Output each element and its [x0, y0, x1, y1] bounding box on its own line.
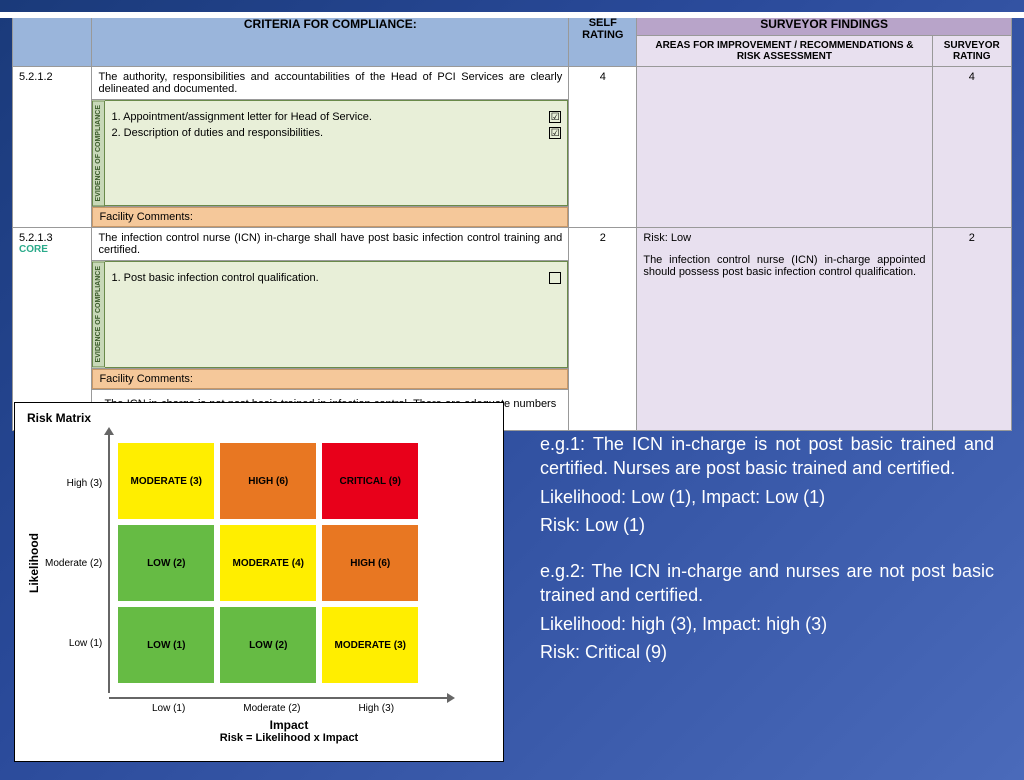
header-criteria: CRITERIA FOR COMPLIANCE: [92, 13, 569, 67]
findings-risk: Risk: Low [643, 232, 925, 244]
surveyor-rating-value: 4 [932, 67, 1012, 228]
example-line: Risk: Low (1) [540, 513, 994, 537]
evidence-label: EVIDENCE OF COMPLIANCE [92, 100, 105, 206]
x-tick: Low (1) [152, 703, 185, 714]
example-line: Likelihood: high (3), Impact: high (3) [540, 612, 994, 636]
risk-matrix-cell: HIGH (6) [220, 443, 316, 519]
example-line: e.g.1: The ICN in-charge is not post bas… [540, 432, 994, 481]
x-tick: High (3) [358, 703, 394, 714]
table-row: 5.2.1.2 The authority, responsibilities … [13, 67, 1012, 100]
self-rating-value: 4 [569, 67, 637, 228]
x-axis-arrow [109, 697, 449, 699]
self-rating-value: 2 [569, 228, 637, 430]
surveyor-rating-value: 2 [932, 228, 1012, 430]
risk-matrix-ylabel: Likelihood [27, 533, 41, 593]
example-line: Risk: Critical (9) [540, 640, 994, 664]
table-row: 5.2.1.3 CORE The infection control nurse… [13, 228, 1012, 261]
evidence-item-text: 1. Appointment/assignment letter for Hea… [111, 111, 371, 123]
findings-cell: Risk: Low The infection control nurse (I… [637, 228, 932, 430]
header-self-rating: SELF RATING [569, 13, 637, 67]
risk-matrix-cell: MODERATE (3) [322, 607, 418, 683]
criteria-number: 5.2.1.2 [19, 71, 85, 83]
example-line: Likelihood: Low (1), Impact: Low (1) [540, 485, 994, 509]
facility-comments-label: Facility Comments: [92, 207, 568, 227]
example-line: e.g.2: The ICN in-charge and nurses are … [540, 559, 994, 608]
risk-matrix-cell: LOW (1) [118, 607, 214, 683]
evidence-block: EVIDENCE OF COMPLIANCE 1. Appointment/as… [92, 100, 568, 206]
x-tick: Moderate (2) [243, 703, 300, 714]
criteria-number: 5.2.1.3 [19, 232, 85, 244]
y-axis-arrow [108, 433, 110, 693]
checkbox-icon: ☑ [549, 127, 561, 139]
risk-matrix-cell: MODERATE (3) [118, 443, 214, 519]
evidence-item-text: 1. Post basic infection control qualific… [111, 272, 318, 284]
examples-block: e.g.1: The ICN in-charge is not post bas… [540, 432, 994, 668]
risk-matrix-sublabel: Risk = Likelihood x Impact [87, 732, 491, 744]
y-tick: High (3) [45, 478, 102, 489]
header-blank [13, 13, 92, 67]
risk-matrix-cell: MODERATE (4) [220, 525, 316, 601]
risk-matrix: Risk Matrix Likelihood High (3) Moderate… [14, 402, 504, 762]
core-tag: CORE [19, 244, 85, 255]
criteria-text: The infection control nurse (ICN) in-cha… [92, 228, 569, 261]
header-surveyor-rating: SURVEYOR RATING [932, 36, 1012, 67]
risk-matrix-cell: LOW (2) [118, 525, 214, 601]
risk-matrix-title: Risk Matrix [27, 411, 491, 425]
compliance-table: CRITERIA FOR COMPLIANCE: SELF RATING SUR… [12, 12, 1012, 431]
evidence-block: EVIDENCE OF COMPLIANCE 1. Post basic inf… [92, 261, 568, 367]
risk-matrix-cell: CRITICAL (9) [322, 443, 418, 519]
header-areas: AREAS FOR IMPROVEMENT / RECOMMENDATIONS … [637, 36, 932, 67]
checkbox-icon: ☑ [549, 111, 561, 123]
findings-cell [637, 67, 932, 228]
criteria-text: The authority, responsibilities and acco… [92, 67, 569, 100]
facility-comments-label: Facility Comments: [92, 369, 568, 389]
findings-text: The infection control nurse (ICN) in-cha… [643, 254, 925, 278]
risk-matrix-cell: LOW (2) [220, 607, 316, 683]
y-tick: Low (1) [45, 638, 102, 649]
risk-matrix-xlabel: Impact [87, 718, 491, 732]
y-tick: Moderate (2) [45, 558, 102, 569]
evidence-label: EVIDENCE OF COMPLIANCE [92, 261, 105, 367]
evidence-item-text: 2. Description of duties and responsibil… [111, 127, 323, 139]
risk-matrix-cell: HIGH (6) [322, 525, 418, 601]
checkbox-icon [549, 272, 561, 284]
